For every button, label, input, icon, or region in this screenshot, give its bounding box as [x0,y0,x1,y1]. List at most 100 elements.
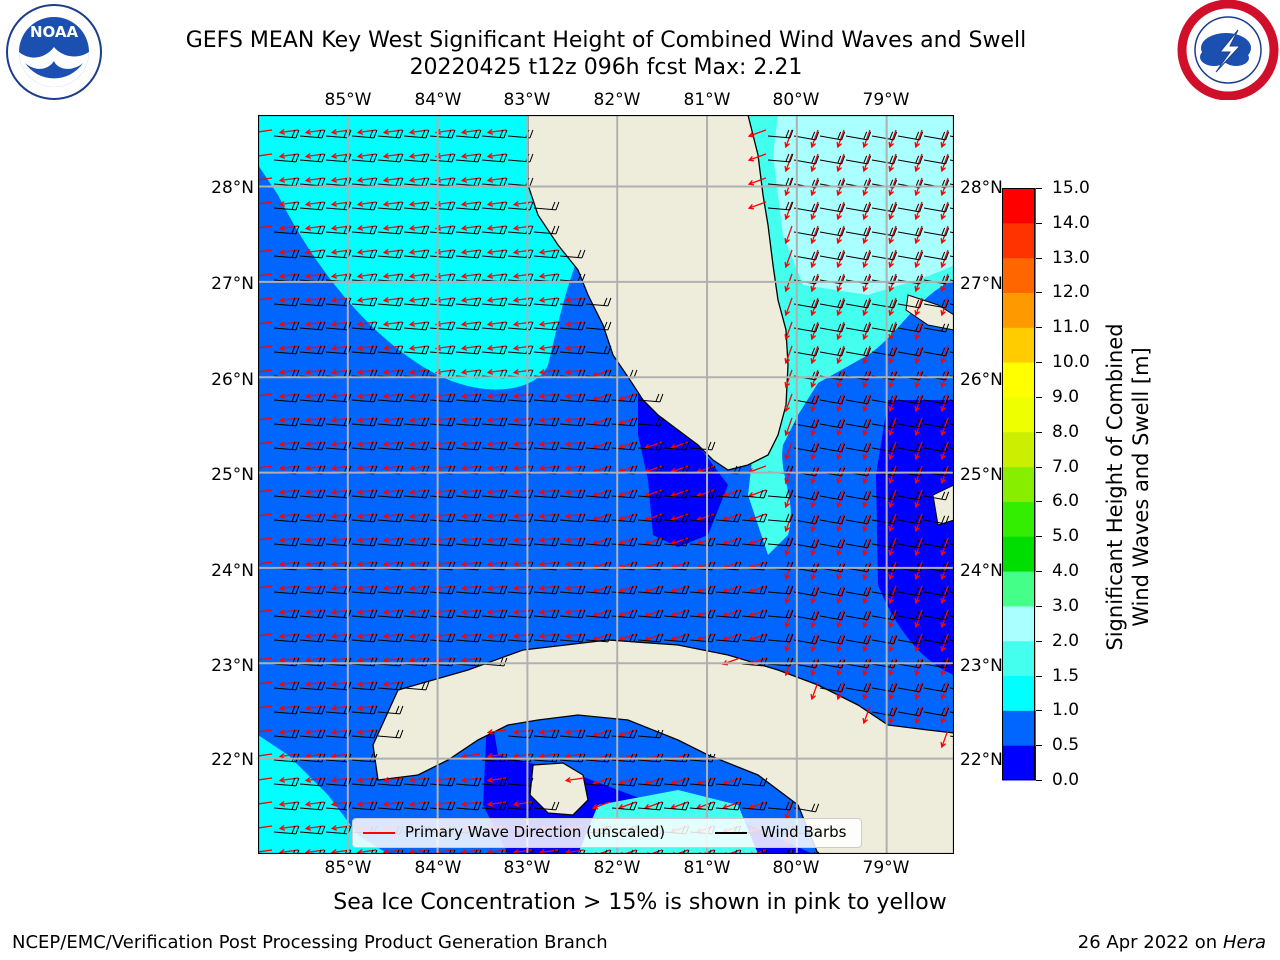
wind-barb [455,633,482,643]
wind-barb [819,611,846,621]
wave-arrow [914,393,923,413]
wave-arrow [862,441,871,461]
colorbar-tick-mark [1036,466,1042,468]
wind-barb [923,323,950,333]
wind-barb [845,347,872,357]
wind-barb [273,393,300,403]
wind-barb [429,633,456,643]
wave-arrow [862,513,871,533]
colorbar-segment [1002,571,1036,607]
wind-barb [429,441,456,451]
wave-arrow [940,225,949,245]
wind-barb [299,513,326,523]
wind-barb [585,441,612,451]
wind-barb [403,321,430,331]
wave-arrow [784,585,793,605]
wave-arrow [810,537,819,557]
wave-arrow [810,225,819,245]
wind-barb [637,441,664,451]
wave-arrow [258,705,273,711]
wave-arrow [836,609,845,629]
wind-barb [481,441,508,451]
wind-barb [897,683,924,693]
wind-barb [377,393,404,403]
wave-arrow [888,249,897,269]
wind-barb [299,417,326,427]
wind-barb [429,297,456,307]
wind-barb [819,683,846,693]
wind-barb [819,635,846,645]
wind-barb [455,129,482,139]
wave-arrow [914,249,923,269]
colorbar-tick-mark [1036,222,1042,224]
wind-barb [845,323,872,333]
wind-barb [871,515,898,525]
wind-barb [273,441,300,451]
wave-arrow [836,561,845,581]
wind-barb [585,345,612,355]
wind-barb [611,777,638,787]
wind-barb [377,801,404,811]
wind-barb [559,297,586,307]
wave-arrow [862,297,871,317]
wave-arrow [940,417,949,437]
wind-barb [585,633,612,643]
colorbar-tick-label: 8.0 [1052,421,1080,442]
wave-arrow [810,489,819,509]
wind-barb [689,609,716,619]
wind-barb [741,633,768,643]
wind-barb [923,515,950,525]
wind-barb [377,201,404,211]
wind-barb [923,635,950,645]
wave-arrow [258,345,273,351]
wind-barb [715,537,742,547]
wind-barb [299,201,326,211]
wave-arrow [258,369,273,375]
wave-arrow [836,129,845,149]
wind-barb [273,345,300,355]
wind-barb [741,801,768,811]
wind-barb [429,249,456,259]
wind-barb [351,609,378,619]
wave-arrow [258,489,273,495]
wave-arrow [888,489,897,509]
wind-barb [273,729,300,739]
wave-arrow [810,441,819,461]
wind-barb [819,227,846,237]
wind-barb [533,297,560,307]
wind-barb [871,611,898,621]
wind-barb [845,131,872,141]
wind-barb [377,129,404,139]
wind-barb [819,587,846,597]
wind-barb [377,585,404,595]
wave-arrow [940,681,949,701]
wave-arrow [914,321,923,341]
wind-barb [377,705,404,715]
colorbar-tick-label: 5.0 [1052,526,1080,547]
wind-barb [351,129,378,139]
colorbar-segment [1002,536,1036,572]
wind-barb [871,251,898,261]
wind-barb [559,345,586,355]
colorbar-tick-label: 0.0 [1052,770,1080,790]
wind-barb [273,825,300,835]
wind-barb [351,489,378,499]
wave-arrow [258,753,273,759]
wind-barb [429,393,456,403]
wave-arrow [258,777,273,783]
lon-label-top: 80°W [772,90,820,110]
wave-arrow [940,201,949,221]
colorbar-tick-mark [1036,257,1042,259]
wind-barb [351,513,378,523]
wave-arrow [784,465,793,485]
wind-barb [481,777,508,787]
wind-barb [689,513,716,523]
wind-barb [273,585,300,595]
wind-barb [481,225,508,235]
wind-barb [351,393,378,403]
wind-barb [637,729,664,739]
wind-barb [273,609,300,619]
wind-barb [377,729,404,739]
lon-label-bottom: 81°W [683,858,731,878]
colorbar-segment [1002,257,1036,293]
